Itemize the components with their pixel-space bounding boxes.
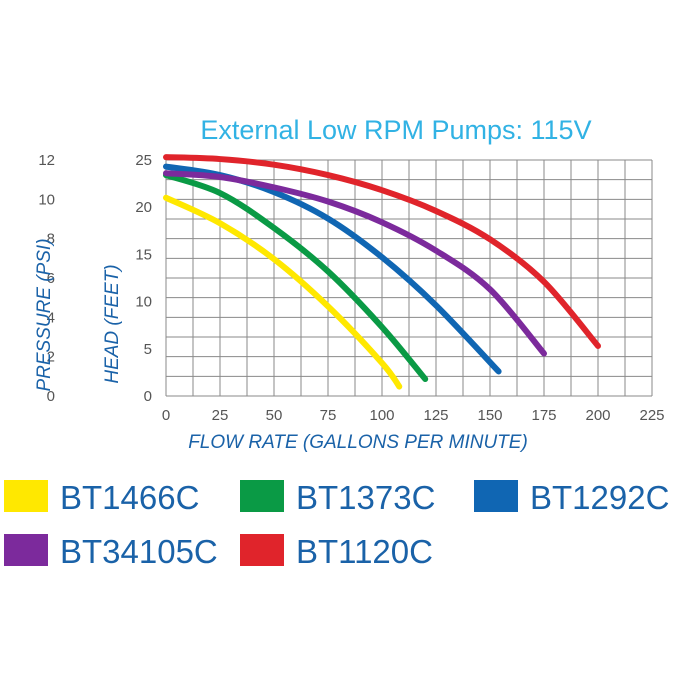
- flow-tick-label: 50: [266, 407, 283, 424]
- legend-label-bt34105c: BT34105C: [60, 533, 218, 570]
- series-line-bt1120c: [163, 154, 601, 349]
- legend-label-bt1120c: BT1120C: [296, 533, 433, 570]
- head-tick-label: 10: [135, 294, 152, 311]
- legend-label-bt1292c: BT1292C: [530, 479, 669, 516]
- pressure-tick-label: 2: [47, 349, 55, 366]
- series-lines: [163, 154, 601, 390]
- pressure-tick-label: 12: [38, 152, 55, 169]
- flow-tick-label: 0: [162, 407, 170, 424]
- legend-label-bt1466c: BT1466C: [60, 479, 199, 516]
- flow-tick-label: 150: [477, 407, 502, 424]
- series-line-bt1373c: [163, 172, 429, 383]
- head-tick-label: 20: [135, 199, 152, 216]
- pressure-tick-label: 0: [47, 388, 55, 405]
- grid: [165, 159, 653, 397]
- legend-swatch-bt1120c: [240, 534, 284, 566]
- flow-axis-ticks: 0 25 50 75 100 125 150 175 200 225: [162, 407, 665, 424]
- flow-tick-label: 75: [320, 407, 337, 424]
- head-tick-label: 15: [135, 246, 152, 263]
- legend: BT1466C BT1373C BT1292C BT34105C BT1120C: [4, 479, 669, 570]
- series-line-bt1292c: [163, 163, 502, 375]
- pressure-axis-ticks: 0 2 4 6 8 10 12: [38, 152, 55, 405]
- chart-title: External Low RPM Pumps: 115V: [200, 115, 591, 145]
- pressure-axis-title: PRESSURE (PSI): [34, 238, 55, 391]
- head-tick-label: 0: [144, 388, 152, 405]
- head-tick-label: 25: [135, 152, 152, 169]
- flow-tick-label: 175: [531, 407, 556, 424]
- legend-swatch-bt1373c: [240, 480, 284, 512]
- series-line-bt34105c: [163, 170, 547, 357]
- head-tick-label: 5: [144, 341, 152, 358]
- head-axis-ticks: 0 5 10 15 20 25: [135, 152, 152, 405]
- head-axis-title: HEAD (FEET): [102, 264, 123, 383]
- legend-swatch-bt1466c: [4, 480, 48, 512]
- flow-tick-label: 200: [585, 407, 610, 424]
- series-line-bt1466c: [163, 194, 403, 390]
- flow-tick-label: 100: [369, 407, 394, 424]
- flow-tick-label: 225: [639, 407, 664, 424]
- pressure-tick-label: 4: [47, 309, 55, 326]
- flow-tick-label: 25: [212, 407, 229, 424]
- flow-axis-title: FLOW RATE (GALLONS PER MINUTE): [188, 432, 528, 453]
- legend-label-bt1373c: BT1373C: [296, 479, 435, 516]
- pressure-tick-label: 6: [47, 270, 55, 287]
- flow-tick-label: 125: [423, 407, 448, 424]
- legend-swatch-bt34105c: [4, 534, 48, 566]
- pressure-tick-label: 10: [38, 191, 55, 208]
- legend-swatch-bt1292c: [474, 480, 518, 512]
- pressure-tick-label: 8: [47, 231, 55, 248]
